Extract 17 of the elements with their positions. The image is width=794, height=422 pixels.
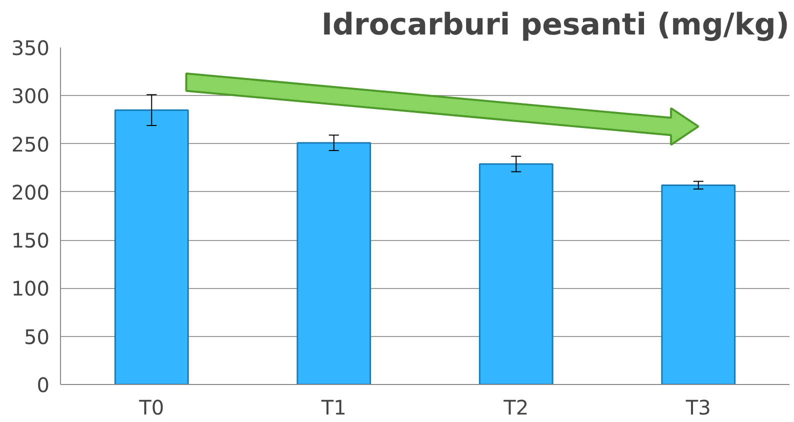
- bar: [296, 142, 372, 384]
- x-tick-label: T1: [320, 396, 346, 420]
- chart-title: Idrocarburi pesanti (mg/kg): [321, 8, 790, 42]
- bar: [661, 184, 736, 384]
- y-tick-label: 50: [24, 324, 50, 349]
- bar: [114, 109, 189, 384]
- x-tick-label: T2: [502, 396, 529, 420]
- y-tick-label: 250: [11, 132, 50, 156]
- y-tick-label: 0: [36, 373, 50, 397]
- y-tick-label: 200: [11, 180, 50, 204]
- x-tick-label: T0: [138, 396, 164, 420]
- x-tick-label: T3: [684, 396, 711, 420]
- y-tick-label: 350: [11, 36, 50, 60]
- y-tick-label: 300: [11, 84, 50, 108]
- y-tick-label: 100: [11, 276, 50, 301]
- y-tick-label: 150: [11, 228, 50, 253]
- bar: [478, 163, 554, 384]
